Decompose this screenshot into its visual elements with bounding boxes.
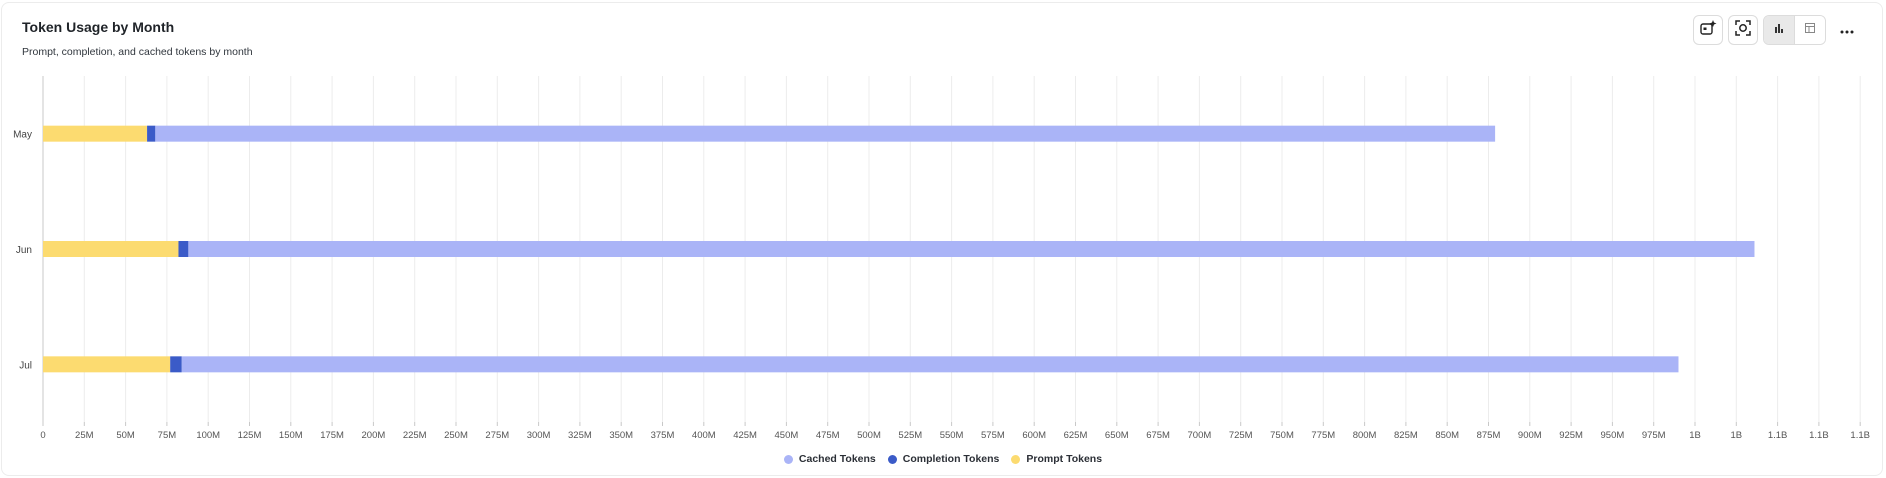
table-view-button[interactable] <box>1795 16 1825 44</box>
x-tick-label: 625M <box>1064 430 1088 441</box>
legend-item[interactable]: Prompt Tokens <box>1011 453 1102 465</box>
legend-label: Prompt Tokens <box>1026 453 1103 465</box>
y-tick-label: Jul <box>19 360 32 371</box>
legend-swatch <box>1011 454 1021 464</box>
x-tick-label: 850M <box>1435 430 1459 441</box>
x-tick-label: 425M <box>733 430 757 441</box>
table-icon <box>1804 21 1816 39</box>
x-tick-label: 725M <box>1229 430 1253 441</box>
x-tick-label: 600M <box>1022 430 1046 441</box>
bar-segment <box>178 241 189 257</box>
x-tick-label: 900M <box>1518 430 1542 441</box>
x-tick-label: 450M <box>775 430 799 441</box>
y-tick-label: Jun <box>16 245 32 256</box>
x-tick-label: 500M <box>857 430 881 441</box>
x-tick-label: 200M <box>362 430 386 441</box>
x-tick-label: 1B <box>1689 430 1701 441</box>
x-tick-label: 125M <box>238 430 262 441</box>
bar-segment <box>170 356 182 373</box>
screenshot-icon <box>1734 19 1752 42</box>
legend-item[interactable]: Completion Tokens <box>887 453 1000 465</box>
x-tick-label: 800M <box>1353 430 1377 441</box>
x-tick-label: 775M <box>1311 430 1335 441</box>
bar-segment <box>181 356 1679 373</box>
x-tick-label: 525M <box>898 430 922 441</box>
x-tick-label: 350M <box>609 430 633 441</box>
screenshot-button[interactable] <box>1728 15 1758 45</box>
x-tick-label: 50M <box>116 430 135 441</box>
chart-legend: Cached Tokens Completion Tokens Prompt Tok… <box>0 453 1886 465</box>
x-tick-label: 875M <box>1477 430 1501 441</box>
x-tick-label: 575M <box>981 430 1005 441</box>
view-toggle <box>1763 15 1826 45</box>
x-tick-label: 650M <box>1105 430 1129 441</box>
more-icon <box>1840 21 1854 39</box>
more-options-button[interactable] <box>1834 15 1860 45</box>
x-tick-label: 950M <box>1601 430 1625 441</box>
x-tick-label: 0 <box>40 430 45 441</box>
legend-label: Completion Tokens <box>902 453 1000 465</box>
bar-segment <box>147 125 156 142</box>
bar-segment <box>188 241 1755 257</box>
x-tick-label: 100M <box>196 430 220 441</box>
chart-subtitle: Prompt, completion, and cached tokens by… <box>22 46 253 58</box>
x-tick-label: 1.1B <box>1850 430 1870 441</box>
x-tick-label: 675M <box>1146 430 1170 441</box>
x-tick-label: 275M <box>485 430 509 441</box>
legend-label: Cached Tokens <box>798 453 876 465</box>
x-tick-label: 1.1B <box>1768 430 1788 441</box>
x-tick-label: 250M <box>444 430 468 441</box>
bar-chart-icon <box>1773 21 1785 39</box>
x-tick-label: 975M <box>1642 430 1666 441</box>
x-tick-label: 400M <box>692 430 716 441</box>
x-tick-label: 475M <box>816 430 840 441</box>
x-tick-label: 325M <box>568 430 592 441</box>
legend-swatch <box>783 454 793 464</box>
bar-segment <box>155 125 1496 142</box>
x-tick-label: 75M <box>158 430 177 441</box>
chart-view-button[interactable] <box>1764 16 1795 44</box>
bar-segment <box>43 241 179 257</box>
x-tick-label: 925M <box>1559 430 1583 441</box>
x-tick-label: 175M <box>320 430 344 441</box>
legend-item[interactable]: Cached Tokens <box>783 453 876 465</box>
bar-segment <box>43 356 171 373</box>
bar-segment <box>43 125 148 142</box>
ai-insights-button[interactable] <box>1693 15 1723 45</box>
y-tick-label: May <box>13 130 32 141</box>
x-tick-label: 225M <box>403 430 427 441</box>
x-tick-label: 750M <box>1270 430 1294 441</box>
chart-title: Token Usage by Month <box>22 19 175 35</box>
x-tick-label: 300M <box>527 430 551 441</box>
x-tick-label: 825M <box>1394 430 1418 441</box>
x-tick-label: 550M <box>940 430 964 441</box>
x-tick-label: 1.1B <box>1809 430 1829 441</box>
x-tick-label: 25M <box>75 430 94 441</box>
x-tick-label: 150M <box>279 430 303 441</box>
chart-toolbar <box>1693 14 1860 46</box>
ai-insights-icon <box>1699 19 1717 42</box>
x-tick-label: 700M <box>1188 430 1212 441</box>
legend-swatch <box>887 454 897 464</box>
x-tick-label: 1B <box>1730 430 1742 441</box>
x-tick-label: 375M <box>651 430 675 441</box>
